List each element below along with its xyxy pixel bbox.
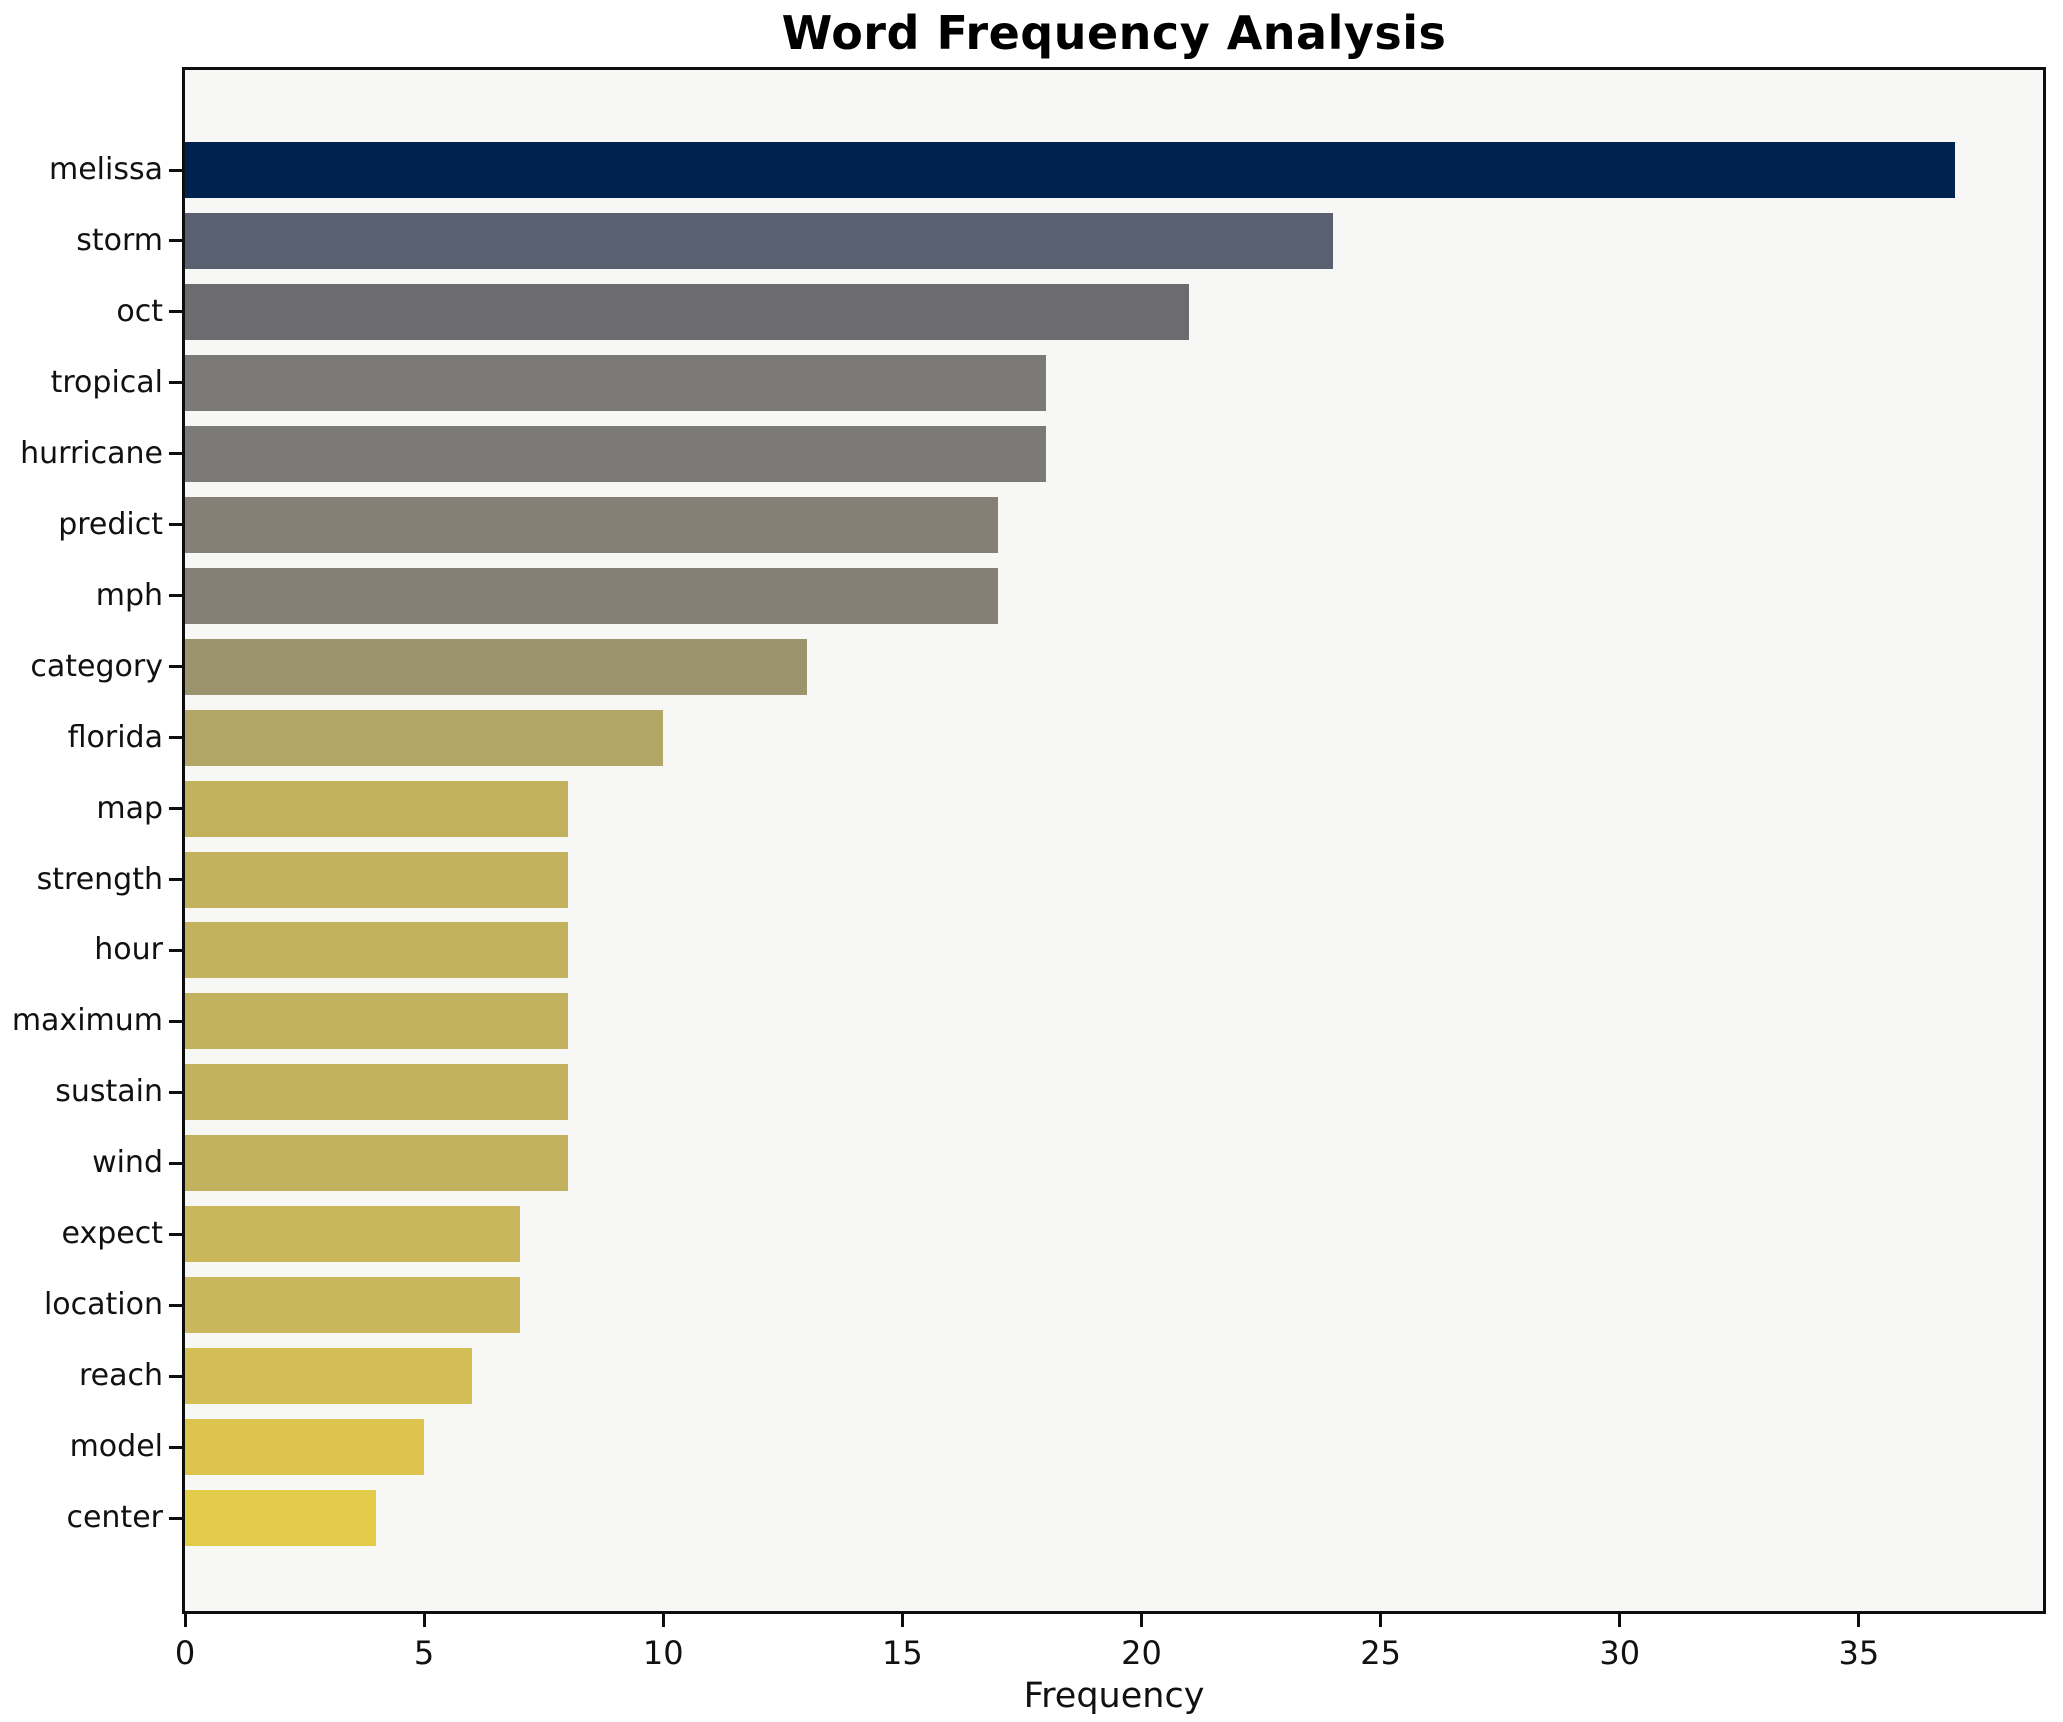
bar-model	[185, 1419, 425, 1476]
y-tick-mark	[169, 1516, 182, 1520]
y-tick-mark	[169, 239, 182, 243]
y-tick-label-tropical: tropical	[50, 364, 163, 400]
bar-melissa	[185, 142, 1955, 198]
y-tick-mark	[169, 1445, 182, 1449]
bar-storm	[185, 212, 1333, 269]
x-tick-mark	[422, 1614, 426, 1627]
bar-strength	[185, 851, 568, 908]
y-tick-label-reach: reach	[78, 1358, 163, 1394]
y-tick-label-location: location	[43, 1287, 163, 1323]
x-tick-label-15: 15	[882, 1634, 923, 1672]
x-tick-mark	[1618, 1614, 1622, 1627]
y-tick-label-maximum: maximum	[11, 1003, 163, 1039]
y-tick-label-category: category	[30, 648, 163, 684]
bar-expect	[185, 1206, 520, 1263]
x-tick-mark	[900, 1614, 904, 1627]
y-tick-label-oct: oct	[116, 293, 163, 329]
y-tick-label-mph: mph	[95, 577, 163, 613]
bar-mph	[185, 567, 999, 624]
bar-hour	[185, 922, 568, 979]
bar-location	[185, 1277, 520, 1334]
bar-maximum	[185, 993, 568, 1050]
y-tick-mark	[169, 736, 182, 740]
y-tick-label-center: center	[66, 1500, 163, 1536]
x-tick-label-30: 30	[1599, 1634, 1641, 1672]
x-axis-title: Frequency	[1023, 1676, 1205, 1716]
bar-predict	[185, 496, 999, 553]
bar-reach	[185, 1348, 472, 1405]
y-tick-mark	[169, 1303, 182, 1307]
bar-tropical	[185, 354, 1046, 411]
x-tick-label-35: 35	[1838, 1634, 1880, 1672]
y-tick-mark	[169, 807, 182, 811]
bar-map	[185, 780, 568, 837]
y-tick-label-predict: predict	[58, 506, 163, 542]
x-tick-label-10: 10	[642, 1634, 684, 1672]
bar-sustain	[185, 1064, 568, 1121]
x-tick-mark	[1857, 1614, 1861, 1627]
y-tick-mark	[169, 948, 182, 952]
y-tick-label-sustain: sustain	[55, 1074, 163, 1110]
y-tick-mark	[169, 452, 182, 456]
y-tick-mark	[169, 381, 182, 385]
y-tick-label-florida: florida	[67, 719, 163, 755]
x-tick-label-5: 5	[413, 1634, 435, 1672]
x-tick-label-25: 25	[1360, 1634, 1401, 1672]
y-tick-mark	[169, 1374, 182, 1378]
y-tick-label-storm: storm	[76, 222, 163, 258]
y-tick-label-strength: strength	[36, 861, 163, 897]
y-tick-label-model: model	[69, 1429, 163, 1465]
x-tick-mark	[1379, 1614, 1383, 1627]
y-tick-mark	[169, 594, 182, 598]
x-tick-mark	[661, 1614, 665, 1627]
y-tick-label-melissa: melissa	[49, 152, 163, 187]
bar-center	[185, 1490, 377, 1547]
chart-title: Word Frequency Analysis	[781, 6, 1447, 60]
y-tick-label-hour: hour	[94, 932, 163, 968]
y-tick-label-expect: expect	[61, 1216, 163, 1252]
y-tick-mark	[169, 1232, 182, 1236]
y-tick-mark	[169, 523, 182, 527]
plot-area	[185, 70, 2043, 1611]
x-tick-mark	[183, 1614, 187, 1627]
y-tick-label-hurricane: hurricane	[20, 435, 163, 471]
y-tick-mark	[169, 1161, 182, 1165]
x-tick-label-20: 20	[1121, 1634, 1162, 1672]
y-tick-mark	[169, 878, 182, 881]
bar-category	[185, 638, 807, 695]
y-tick-mark	[169, 1019, 182, 1023]
bar-oct	[185, 283, 1190, 340]
y-tick-label-wind: wind	[92, 1145, 163, 1181]
bar-florida	[185, 709, 664, 766]
x-tick-mark	[1139, 1614, 1143, 1627]
bar-wind	[185, 1135, 568, 1192]
bar-hurricane	[185, 425, 1046, 482]
x-tick-label-0: 0	[174, 1634, 196, 1672]
y-tick-mark	[169, 310, 182, 314]
y-tick-mark	[169, 1090, 182, 1094]
y-tick-mark	[169, 665, 182, 669]
y-tick-mark	[169, 168, 182, 172]
y-tick-label-map: map	[96, 790, 163, 826]
bars-layer	[185, 70, 2043, 1611]
